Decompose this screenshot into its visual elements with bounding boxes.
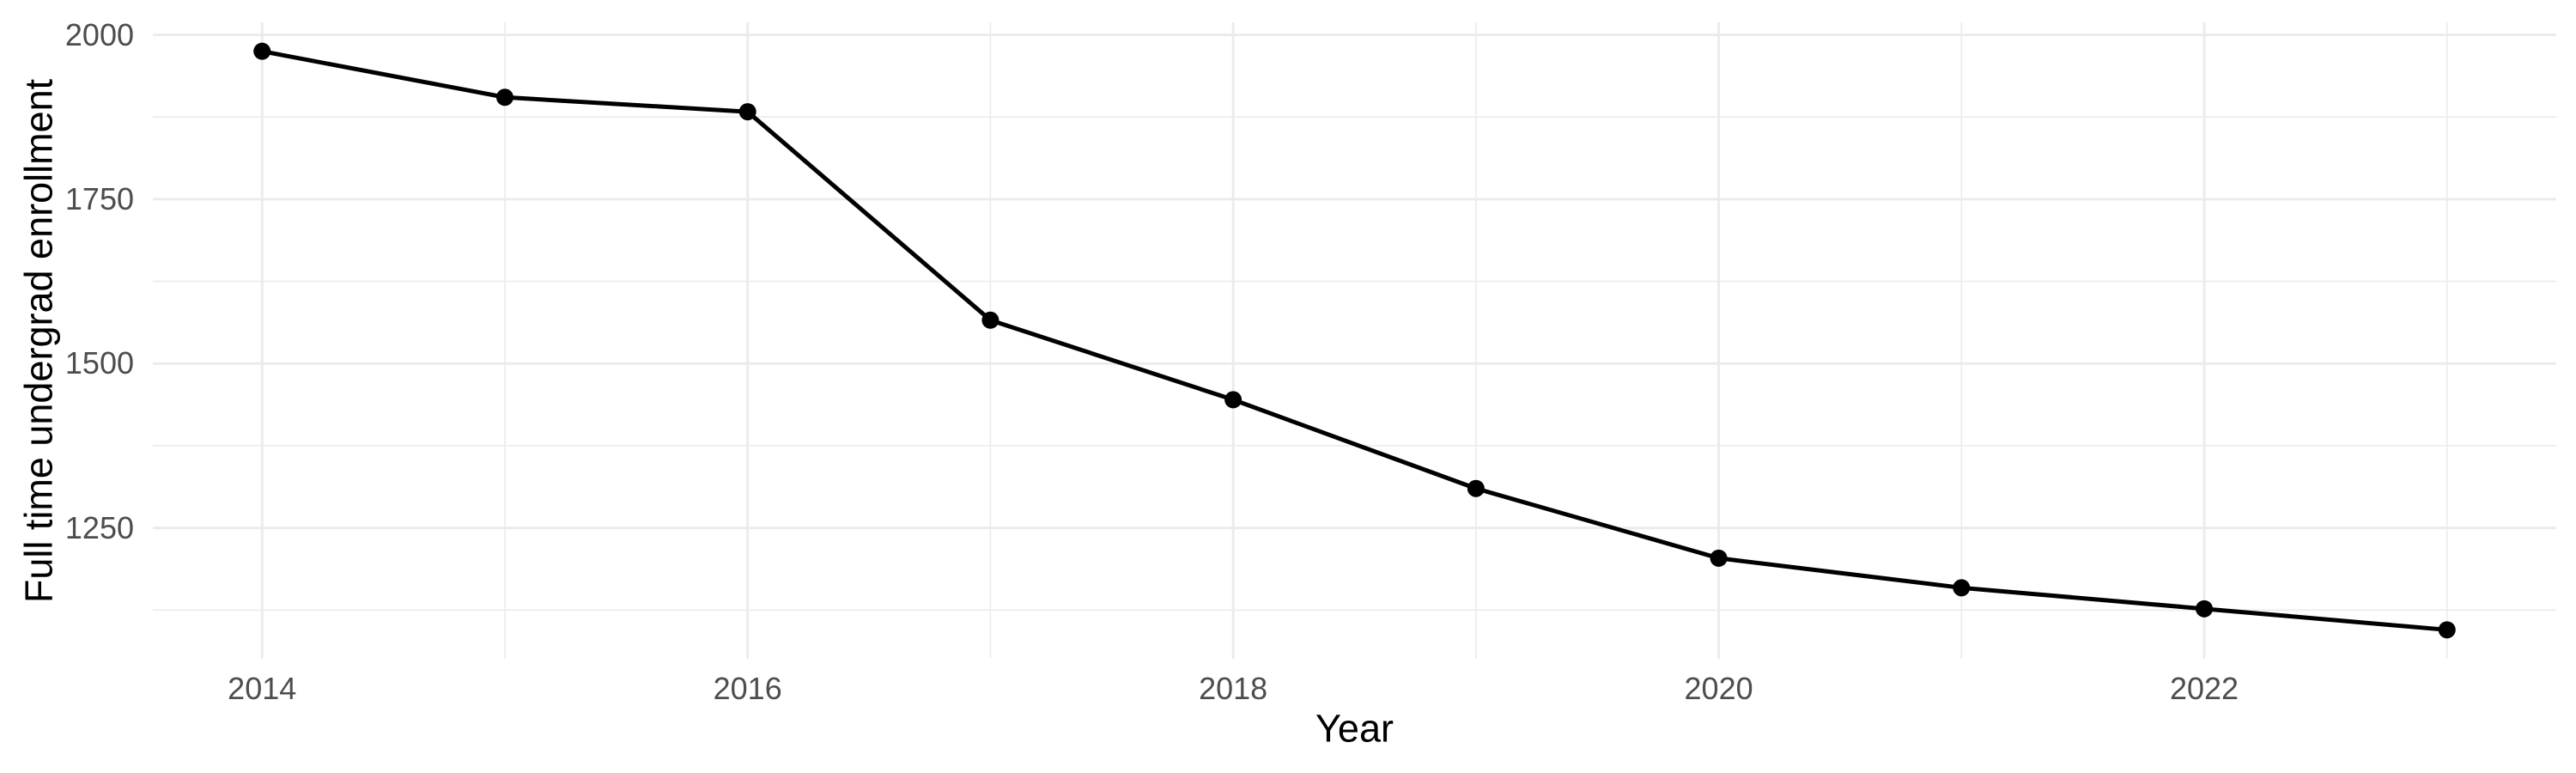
x-axis-title: Year [1315,706,1394,751]
data-point [2196,600,2214,618]
x-tick-label: 2020 [1684,671,1753,706]
y-tick-label: 2000 [64,16,134,52]
data-point [2438,621,2456,639]
data-point [1953,579,1971,597]
data-point [1224,391,1242,409]
data-line [261,49,2447,632]
data-point [495,88,513,107]
data-point [1467,479,1485,497]
data-point [253,42,271,60]
data-point [981,311,999,329]
data-point [738,103,756,121]
data-point [1710,549,1728,567]
x-tick-label: 2016 [713,671,782,706]
y-tick-label: 1250 [64,509,134,545]
y-tick-label: 1750 [64,180,134,216]
y-tick-label: 1500 [64,345,134,381]
x-tick-label: 2018 [1199,671,1268,706]
x-tick-label: 2014 [228,671,297,706]
x-tick-label: 2022 [2169,671,2239,706]
